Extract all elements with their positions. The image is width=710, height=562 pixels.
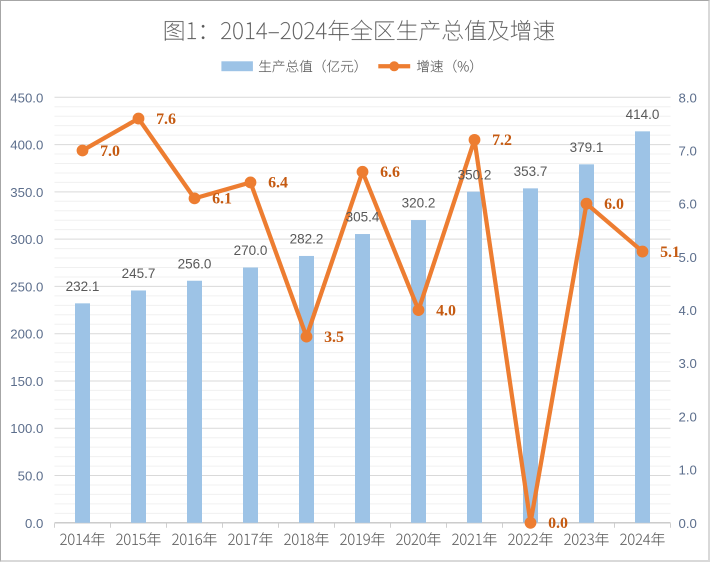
svg-text:7.0: 7.0 [100, 143, 120, 160]
svg-text:6.0: 6.0 [679, 197, 697, 212]
svg-text:2.0: 2.0 [679, 409, 697, 424]
svg-text:100.0: 100.0 [10, 421, 43, 436]
svg-text:8.0: 8.0 [679, 90, 697, 105]
svg-text:5.1: 5.1 [660, 244, 680, 261]
svg-text:6.0: 6.0 [604, 196, 624, 213]
svg-text:0.0: 0.0 [679, 516, 697, 531]
svg-text:6.1: 6.1 [212, 191, 232, 208]
svg-text:1.0: 1.0 [679, 463, 697, 478]
svg-text:256.0: 256.0 [178, 256, 212, 271]
svg-text:7.0: 7.0 [679, 143, 697, 158]
svg-text:353.7: 353.7 [514, 164, 548, 179]
svg-text:150.0: 150.0 [10, 374, 43, 389]
svg-text:4.0: 4.0 [679, 303, 697, 318]
svg-text:3.5: 3.5 [324, 329, 344, 346]
svg-text:245.7: 245.7 [122, 266, 156, 281]
svg-text:200.0: 200.0 [10, 327, 43, 342]
svg-text:6.4: 6.4 [268, 175, 288, 192]
svg-text:7.6: 7.6 [156, 111, 176, 128]
svg-text:282.2: 282.2 [290, 232, 324, 247]
svg-text:0.0: 0.0 [25, 516, 43, 531]
svg-text:320.2: 320.2 [402, 196, 436, 211]
svg-text:3.0: 3.0 [679, 356, 697, 371]
svg-text:5.0: 5.0 [679, 250, 697, 265]
svg-text:50.0: 50.0 [18, 469, 44, 484]
svg-text:414.0: 414.0 [626, 107, 660, 122]
svg-text:305.4: 305.4 [346, 210, 380, 225]
svg-text:400.0: 400.0 [10, 138, 43, 153]
svg-text:350.0: 350.0 [10, 185, 43, 200]
svg-text:6.6: 6.6 [380, 164, 400, 181]
svg-text:250.0: 250.0 [10, 279, 43, 294]
svg-text:270.0: 270.0 [234, 243, 268, 258]
svg-text:450.0: 450.0 [10, 90, 43, 105]
svg-text:350.2: 350.2 [458, 167, 492, 182]
svg-text:379.1: 379.1 [570, 140, 604, 155]
svg-text:4.0: 4.0 [436, 302, 456, 319]
svg-text:0.0: 0.0 [548, 515, 568, 532]
svg-text:300.0: 300.0 [10, 232, 43, 247]
svg-text:232.1: 232.1 [66, 279, 100, 294]
svg-text:7.2: 7.2 [492, 132, 512, 149]
